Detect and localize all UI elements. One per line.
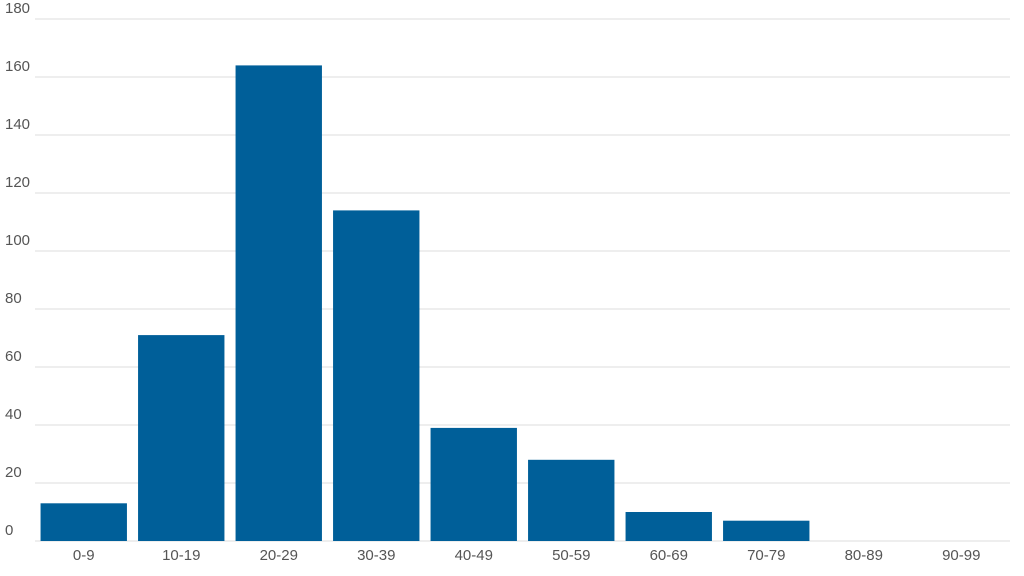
y-tick-label: 60	[5, 348, 22, 365]
bar	[625, 512, 712, 541]
x-tick-label: 90-99	[942, 547, 980, 564]
x-tick-label: 0-9	[73, 547, 95, 564]
x-tick-label: 20-29	[260, 547, 298, 564]
x-tick-label: 70-79	[747, 547, 785, 564]
y-tick-label: 100	[5, 232, 30, 249]
y-tick-label: 160	[5, 58, 30, 75]
x-tick-label: 60-69	[650, 547, 688, 564]
x-tick-label: 30-39	[357, 547, 395, 564]
y-tick-label: 20	[5, 464, 22, 481]
bar	[333, 210, 420, 541]
bar	[40, 503, 127, 541]
x-tick-label: 40-49	[455, 547, 493, 564]
bar	[430, 427, 517, 541]
bar	[723, 520, 810, 541]
bar	[235, 65, 322, 542]
y-tick-label: 80	[5, 290, 22, 307]
bar	[138, 335, 225, 541]
bar	[528, 459, 615, 541]
x-tick-label: 80-89	[845, 547, 883, 564]
y-tick-label: 40	[5, 406, 22, 423]
y-tick-label: 120	[5, 174, 30, 191]
y-tick-label: 180	[5, 0, 30, 17]
y-tick-label: 140	[5, 116, 30, 133]
y-tick-label: 0	[5, 522, 13, 539]
x-tick-label: 10-19	[162, 547, 200, 564]
x-tick-label: 50-59	[552, 547, 590, 564]
